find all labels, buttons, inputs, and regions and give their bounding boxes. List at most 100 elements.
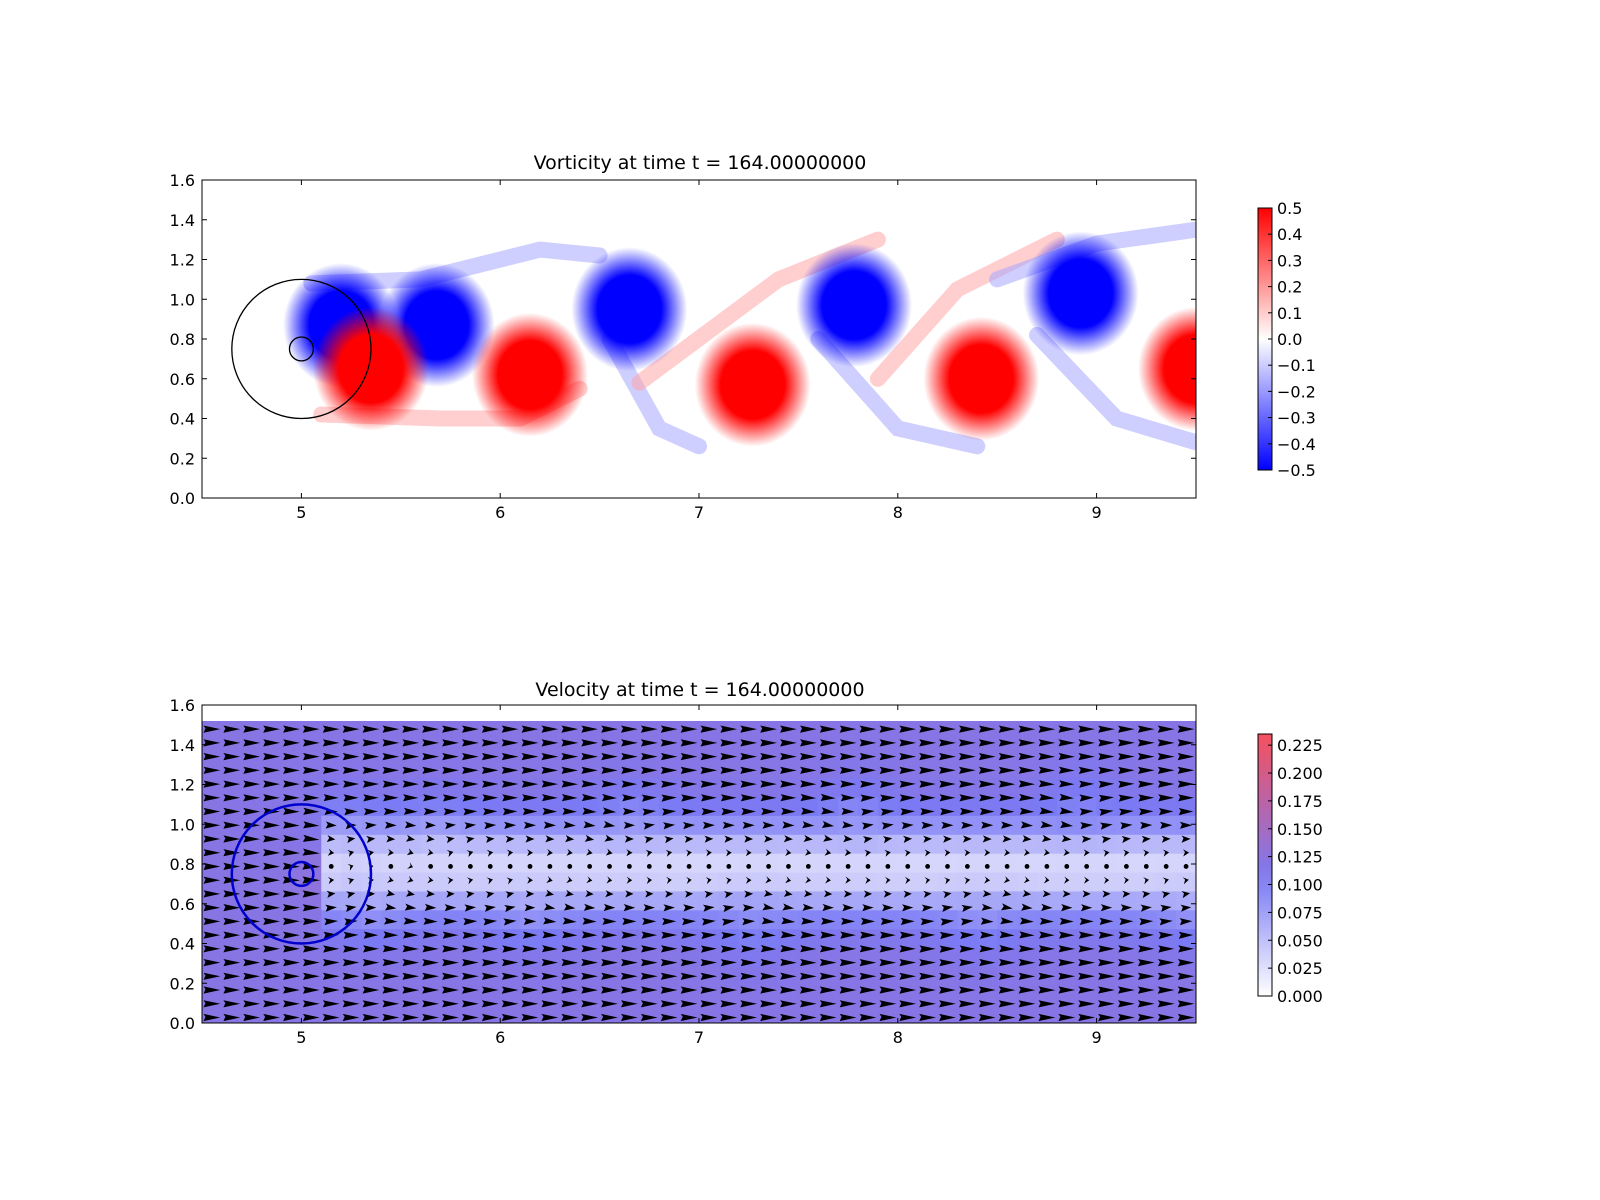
quiver-arrow [621,766,638,774]
quiver-arrow [962,835,972,843]
quiver-arrow [1098,931,1115,939]
quiver-arrow [223,972,241,980]
quiver-arrow [820,931,836,939]
quiver-arrow [442,972,459,980]
quiver-arrow [303,766,320,774]
quiver-arrow [800,780,817,788]
quiver-arrow [879,753,897,761]
quiver-arrow [283,904,300,912]
quiver-arrow [504,905,516,913]
quiver-arrow [444,822,456,830]
quiver-arrow [203,1000,221,1008]
quiver-arrow [382,753,400,761]
quiver-arrow [1062,890,1071,898]
quiver-arrow [998,972,1016,980]
quiver-arrow [363,945,379,953]
quiver-arrow [561,1013,579,1022]
quiver-arrow [1098,1000,1115,1008]
quiver-arrow [501,739,519,747]
quiver-arrow [1118,945,1135,953]
quiver-arrow [880,808,895,816]
quiver-arrow [322,986,340,994]
quiver-arrow [223,986,241,994]
speed-cell [778,758,799,779]
quiver-arrow [1038,986,1056,994]
quiver-arrow [407,862,413,869]
quiver-arrow [680,766,698,774]
quiver-arrow [282,848,300,856]
quiver-arrow [622,917,637,925]
quiver-arrow [879,780,896,788]
quiver-arrow [423,917,438,925]
quiver-arrow [1043,848,1050,856]
speed-cell [361,758,382,779]
quiver-arrow [1082,890,1091,898]
speed-cell [599,758,621,779]
quiver-arrow [203,821,221,829]
quiver-arrow [899,766,916,774]
quiver-arrow [782,821,795,829]
quiver-arrow [819,725,837,733]
quiver-arrow [342,753,360,761]
speed-cell [977,853,998,873]
quiver-arrow [303,945,320,953]
quiver-arrow [962,891,972,899]
quiver-arrow [422,972,439,980]
quiver-arrow [283,1000,300,1008]
quiver-arrow [882,904,894,912]
quiver-arrow [978,1013,996,1022]
quiver-arrow [1038,752,1056,761]
quiver-arrow [720,766,738,774]
speed-cell [1156,853,1177,873]
quiver-arrow [862,836,873,844]
quiver-arrow [463,918,478,926]
quiver-arrow [840,794,856,802]
quiver-dot [547,864,553,869]
quiver-arrow [721,808,736,816]
quiver-arrow [263,821,280,829]
quiver-arrow [924,877,931,885]
quiver-arrow [506,849,514,857]
quiver-arrow [561,794,578,802]
vorticity-ytick-label: 1.6 [170,171,195,190]
quiver-arrow [302,834,320,842]
quiver-arrow [959,794,976,802]
quiver-arrow [1058,959,1076,967]
quiver-arrow [919,972,936,980]
quiver-arrow [840,931,856,939]
vorticity-cbar-label: 0.3 [1277,251,1302,270]
quiver-arrow [442,753,459,761]
quiver-arrow [302,917,320,926]
quiver-arrow [1038,766,1055,774]
quiver-arrow [802,821,815,829]
quiver-arrow [623,821,635,829]
quiver-arrow [346,836,356,844]
quiver-arrow [502,931,518,939]
quiver-arrow [998,725,1016,733]
speed-cell [500,853,521,873]
quiver-arrow [482,780,499,788]
speed-cell [877,834,899,854]
quiver-arrow [503,918,517,926]
quiver-arrow [481,986,499,994]
quiver-arrow [998,1000,1016,1008]
quiver-arrow [383,931,399,939]
quiver-arrow [263,835,280,843]
quiver-arrow [1118,931,1135,939]
speed-cell [877,890,899,911]
quiver-arrow [740,739,758,747]
quiver-arrow [621,931,638,939]
speed-cell [957,758,978,779]
quiver-arrow [843,835,853,843]
quiver-arrow [283,959,300,967]
quiver-arrow [782,903,795,911]
quiver-arrow [900,808,915,816]
quiver-arrow [243,931,261,939]
quiver-arrow [1137,739,1155,747]
quiver-arrow [545,889,554,897]
quiver-arrow [684,835,694,843]
speed-cell [520,909,541,930]
quiver-arrow [581,931,598,939]
quiver-arrow [904,876,911,884]
quiver-arrow [442,780,459,788]
